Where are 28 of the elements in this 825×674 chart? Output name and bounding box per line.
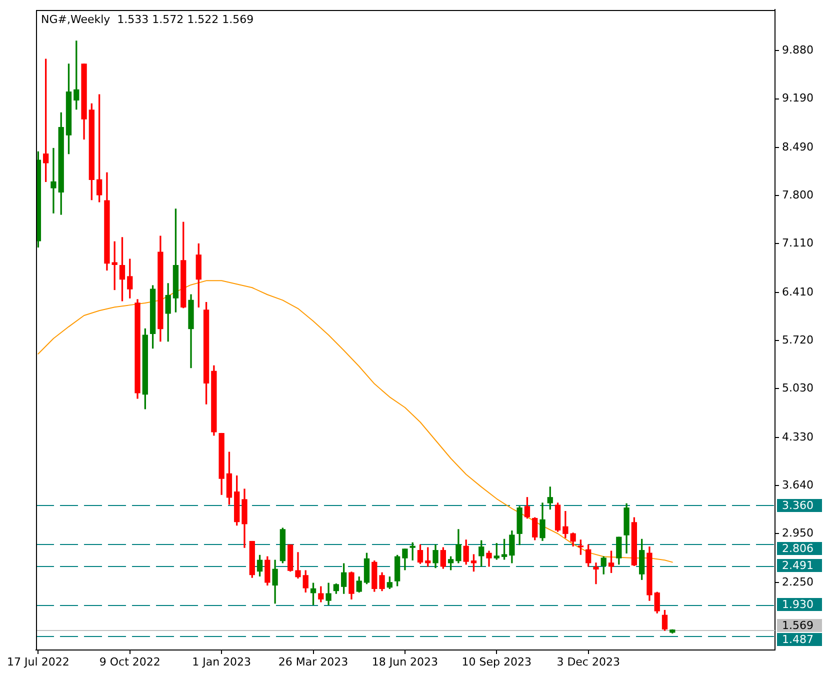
x-tick-label: 17 Jul 2022 [7, 655, 70, 668]
y-tick-label: 2.950 [782, 526, 814, 540]
candlestick [50, 148, 56, 214]
y-tick-label: 5.030 [782, 382, 814, 395]
chart-title: NG#,Weekly 1.533 1.572 1.522 1.569 [41, 12, 254, 26]
y-tick-label: 7.800 [782, 188, 814, 202]
candlestick [593, 562, 599, 584]
x-tick-label: 3 Dec 2023 [556, 655, 620, 668]
y-tick-label: 3.640 [782, 478, 814, 492]
x-tick-label: 1 Jan 2023 [192, 655, 252, 668]
y-tick-label: 9.880 [782, 44, 814, 57]
y-tick-label: 2.250 [782, 575, 814, 588]
ref-line-label: 3.360 [782, 498, 814, 512]
ref-line-label: 1.930 [782, 598, 814, 611]
x-tick-label: 26 Mar 2023 [278, 655, 348, 668]
ref-line-label: 1.487 [782, 632, 814, 646]
y-tick-label: 5.720 [782, 333, 814, 346]
y-tick-label: 8.490 [782, 140, 814, 154]
y-tick-label: 6.410 [782, 285, 814, 298]
ref-line-label: 2.491 [782, 558, 814, 572]
x-tick-label: 9 Oct 2022 [99, 655, 160, 668]
y-tick-label: 7.110 [782, 236, 814, 250]
y-tick-label: 9.190 [782, 92, 814, 105]
ref-line-label: 1.569 [782, 618, 814, 632]
y-tick-label: 4.330 [782, 430, 814, 444]
x-tick-label: 18 Jun 2023 [372, 655, 438, 668]
x-tick-label: 10 Sep 2023 [462, 655, 532, 668]
ref-line-label: 2.806 [782, 542, 814, 555]
